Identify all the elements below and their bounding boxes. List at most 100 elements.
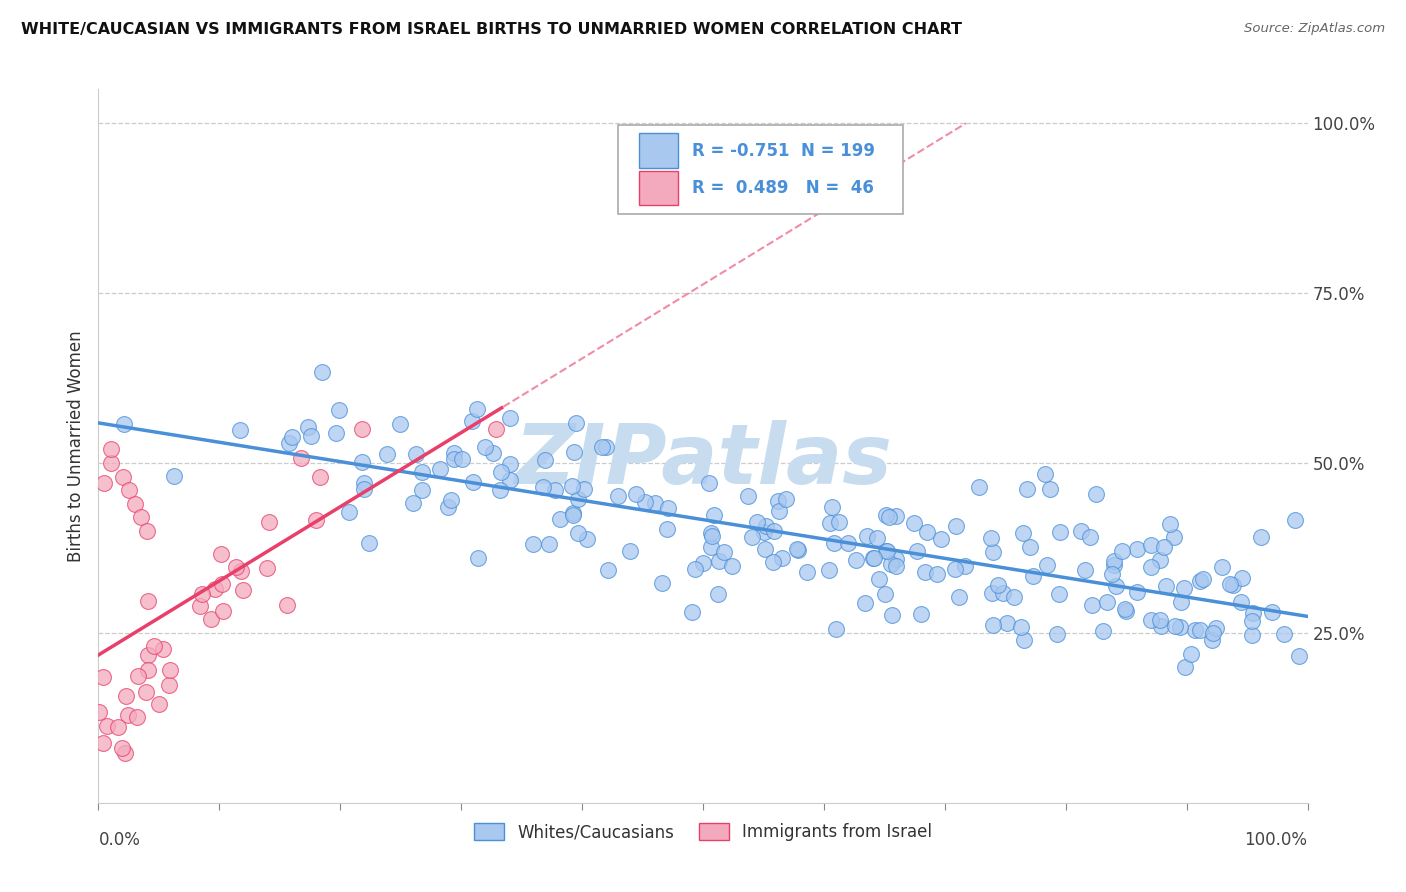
Point <box>596 563 619 577</box>
Point <box>884 558 907 573</box>
Point <box>127 668 149 682</box>
Point <box>115 690 138 704</box>
Point <box>1272 627 1295 641</box>
Text: WHITE/CAUCASIAN VS IMMIGRANTS FROM ISRAEL BIRTHS TO UNMARRIED WOMEN CORRELATION : WHITE/CAUCASIAN VS IMMIGRANTS FROM ISRAE… <box>21 22 962 37</box>
Point <box>309 470 332 484</box>
Point <box>875 508 897 522</box>
Point <box>1017 482 1039 496</box>
Point <box>980 531 1002 545</box>
Point <box>1014 633 1036 648</box>
Point <box>591 440 613 454</box>
Point <box>328 403 350 417</box>
Point <box>1085 487 1108 501</box>
Point <box>91 670 114 684</box>
Point <box>1111 543 1133 558</box>
Point <box>305 513 328 527</box>
Point <box>868 573 890 587</box>
Point <box>1010 620 1032 634</box>
Point <box>702 529 724 543</box>
Point <box>1240 614 1263 628</box>
Point <box>211 577 233 591</box>
Point <box>837 535 859 549</box>
Point <box>124 497 146 511</box>
Point <box>825 623 848 637</box>
Point <box>1078 530 1101 544</box>
Point <box>1219 576 1241 591</box>
Point <box>1047 587 1070 601</box>
Point <box>461 475 484 489</box>
Point <box>875 544 897 558</box>
Point <box>1288 648 1310 663</box>
Point <box>1188 623 1211 637</box>
Point <box>1091 624 1114 638</box>
Point <box>484 422 506 436</box>
Point <box>983 618 1005 632</box>
Point <box>163 468 186 483</box>
Point <box>1240 628 1263 642</box>
Point <box>232 583 254 598</box>
Point <box>762 555 785 569</box>
Point <box>721 559 744 574</box>
Point <box>159 663 181 677</box>
Point <box>1154 579 1177 593</box>
Point <box>138 648 160 662</box>
Point <box>129 510 152 524</box>
Point <box>945 519 967 533</box>
Point <box>429 462 451 476</box>
Point <box>1039 482 1062 496</box>
Point <box>575 532 598 546</box>
Point <box>880 608 903 623</box>
Point <box>1202 625 1225 640</box>
Point <box>533 452 555 467</box>
Point <box>574 483 596 497</box>
Point <box>461 414 484 428</box>
Point <box>1241 606 1264 620</box>
Point <box>325 425 347 440</box>
Point <box>853 596 876 610</box>
Point <box>1011 525 1033 540</box>
Point <box>437 500 460 515</box>
Point <box>651 576 673 591</box>
Point <box>1232 571 1254 585</box>
Point <box>1168 619 1191 633</box>
Point <box>111 469 134 483</box>
Point <box>821 500 844 514</box>
Point <box>111 740 134 755</box>
Point <box>405 447 427 461</box>
Point <box>737 489 759 503</box>
Point <box>96 719 118 733</box>
Point <box>754 524 776 539</box>
Point <box>1074 563 1097 577</box>
Point <box>1170 595 1192 609</box>
Point <box>866 531 889 545</box>
Point <box>1002 590 1025 604</box>
Point <box>93 476 115 491</box>
Point <box>1095 595 1118 609</box>
Point <box>290 450 312 465</box>
Point <box>1192 572 1215 586</box>
Point <box>118 483 141 498</box>
Point <box>548 512 571 526</box>
Point <box>1149 553 1171 567</box>
Point <box>634 495 657 509</box>
Text: Source: ZipAtlas.com: Source: ZipAtlas.com <box>1244 22 1385 36</box>
Point <box>747 515 769 529</box>
Point <box>700 525 723 540</box>
Point <box>229 423 252 437</box>
Point <box>905 544 928 558</box>
Point <box>299 429 322 443</box>
Point <box>1153 540 1175 554</box>
Point <box>877 509 900 524</box>
Point <box>561 508 583 522</box>
Point <box>927 566 949 581</box>
Point <box>1201 632 1223 647</box>
Point <box>114 746 136 760</box>
Text: R = -0.751  N = 199: R = -0.751 N = 199 <box>692 142 875 160</box>
Point <box>1126 541 1149 556</box>
Point <box>389 417 412 431</box>
Point <box>884 551 907 566</box>
Point <box>910 607 932 621</box>
Point <box>1260 605 1282 619</box>
Point <box>212 604 235 618</box>
Point <box>337 506 360 520</box>
